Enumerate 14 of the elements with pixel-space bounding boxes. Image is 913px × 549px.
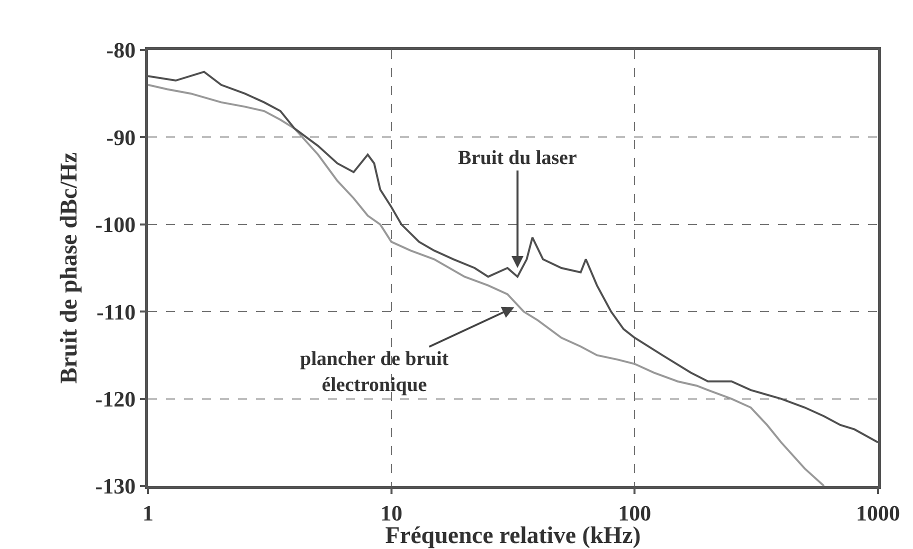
y-tick-label: -130 [95,474,136,499]
annotation: Bruit du laser [458,147,578,169]
y-axis-title: Bruit de phase dBc/Hz [56,152,82,384]
y-tick-label: -80 [106,38,136,63]
x-tick-label: 10 [380,500,402,526]
y-tick-label: -90 [106,124,136,150]
annotation: plancher de bruit électronique [300,348,449,396]
y-tick-label: -110 [96,299,136,324]
x-tick-label: 100 [618,500,652,526]
x-tick-label: 1 [142,500,154,526]
y-tick-label: -120 [95,386,136,412]
y-tick-label: -100 [95,212,136,238]
x-tick-label: 1000 [856,500,900,526]
x-axis-title: Fréquence relative (kHz) [385,523,641,549]
